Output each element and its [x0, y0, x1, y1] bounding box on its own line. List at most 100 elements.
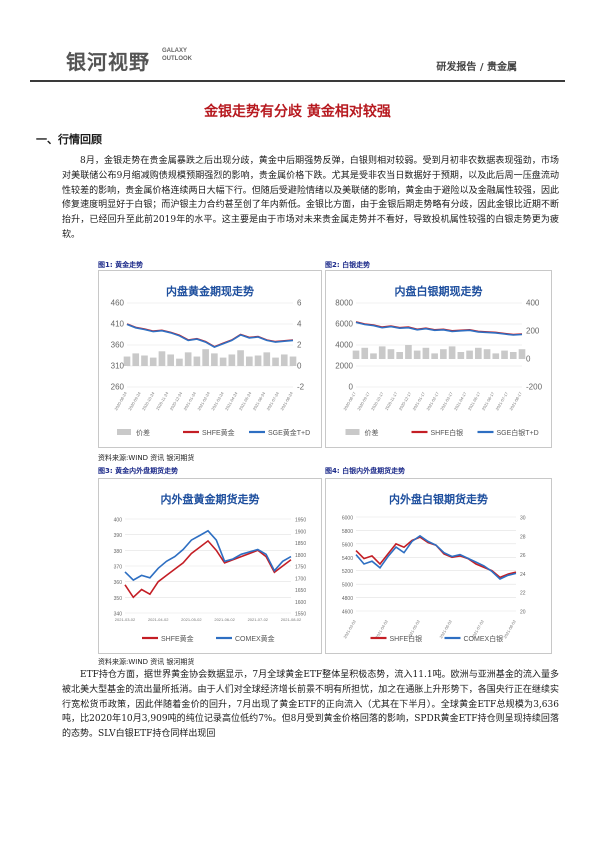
- y-left-tick-label: 350: [114, 596, 123, 602]
- y-left-tick-label: 8000: [335, 299, 353, 308]
- figure-3-label: 图3: 黄金内外盘期货走势: [98, 467, 179, 475]
- x-tick-label: 2021-02-17: [425, 390, 440, 411]
- chart-title: 内外盘黄金期货走势: [160, 493, 260, 506]
- spread-bar: [448, 346, 456, 359]
- spread-bar: [457, 352, 465, 359]
- spread-bar: [263, 352, 271, 366]
- figure-source-bottom: 资料来源:WIND 资讯 银河期货: [98, 658, 195, 666]
- y-right-tick-label: 1950: [295, 518, 306, 524]
- spread-bar: [123, 356, 131, 366]
- spread-bar: [483, 349, 491, 359]
- spread-bar: [193, 356, 201, 366]
- spread-bar: [202, 349, 209, 366]
- y-right-tick-label: -200: [526, 383, 543, 392]
- y-right-tick-label: 1850: [295, 541, 306, 547]
- spread-bar: [405, 345, 412, 359]
- chart-silver-domestic-foreign: 内外盘白银期货走势 6000 5800 5600 5400 5200 5000 4800 46…: [325, 478, 552, 654]
- y-left-tick-label: 6000: [342, 516, 353, 522]
- y-left-tick-label: 370: [114, 565, 123, 571]
- x-tick-label: 2021-08-24: [279, 390, 294, 411]
- spread-bar: [254, 355, 262, 366]
- x-tick-label: 2020-11-24: [155, 390, 170, 411]
- spread-bar: [492, 353, 500, 359]
- spread-bar: [474, 347, 482, 359]
- spread-bar: [158, 351, 166, 366]
- chart-title: 内盘白银期现走势: [394, 285, 483, 298]
- legend-label: SHFE白银: [431, 428, 464, 437]
- x-tick-label: 2021-05-17: [467, 390, 482, 411]
- x-tick-label: 2021-04-02: [148, 617, 169, 622]
- y-right-tick-label: 1900: [295, 529, 306, 535]
- y-right-tick-label: 2: [297, 341, 302, 350]
- spread-bar: [413, 350, 421, 359]
- legend-label: 价差: [136, 428, 150, 437]
- legend-label: COMEX白银: [464, 634, 504, 643]
- y-right-tick-label: 26: [520, 553, 526, 559]
- y-right-tick-label: 1650: [295, 588, 306, 594]
- x-tick-label: 2021-06-02: [438, 618, 453, 639]
- x-tick-label: 2020-12-17: [398, 390, 413, 411]
- x-tick-label: 2021-02-24: [196, 390, 211, 411]
- chart-svg: 400 390 380 370 360 350 340 1950 1900 1850 1800 175…: [114, 518, 307, 644]
- legend-label: SHFE白银: [390, 634, 423, 643]
- legend-label: 价差: [365, 428, 379, 437]
- x-tick-label: 2020-12-24: [169, 390, 184, 411]
- spread-bar: [228, 354, 236, 366]
- y-left-tick-label: 2000: [335, 362, 353, 371]
- x-tick-label: 2021-08-02: [281, 617, 302, 622]
- y-left-tick-label: 5000: [342, 583, 353, 589]
- spread-bar: [396, 352, 404, 359]
- x-tick-label: 2021-03-17: [439, 390, 454, 411]
- series-line: [126, 323, 294, 348]
- x-tick-label: 2021-05-02: [181, 617, 202, 622]
- y-right-tick-label: 24: [520, 572, 526, 578]
- x-tick-label: 2020-09-24: [127, 390, 142, 411]
- figure-1-label: 图1: 黄金走势: [98, 261, 144, 269]
- series-line: [355, 534, 517, 580]
- spread-bar: [431, 353, 438, 359]
- y-left-tick-label: 5400: [342, 556, 353, 562]
- y-right-tick-label: 0: [526, 355, 531, 364]
- spread-bar: [518, 349, 526, 359]
- chart-svg: 460 410 360 310 260 6 4 2 0 -2 2020-08-24 2020-09-2…: [111, 299, 311, 438]
- x-tick-label: 2021-07-24: [265, 390, 280, 411]
- y-left-tick-label: 5800: [342, 529, 353, 535]
- x-tick-label: 2021-08-17: [508, 390, 523, 411]
- x-tick-label: 2021-06-24: [252, 390, 267, 411]
- x-tick-label: 2021-01-17: [411, 390, 426, 411]
- series-line: [124, 539, 292, 599]
- figure-2-label: 图2: 白银走势: [325, 261, 371, 269]
- y-right-tick-label: 200: [526, 327, 540, 336]
- x-tick-label: 2021-03-24: [210, 390, 225, 411]
- logo-english-line2: OUTLOOK: [162, 56, 192, 62]
- y-left-tick-label: 4800: [342, 596, 353, 602]
- spread-bar: [289, 356, 297, 366]
- y-left-tick-label: 360: [114, 580, 123, 586]
- spread-bar: [509, 352, 517, 359]
- y-left-tick-label: 360: [111, 341, 125, 350]
- x-tick-label: 2020-11-17: [384, 390, 399, 411]
- figure-4-label: 图4: 白银内外盘期货走势: [325, 467, 406, 475]
- y-left-tick-label: 380: [114, 549, 123, 555]
- spread-bar: [352, 350, 360, 359]
- section-tag: 研发报告 / 贵金属: [436, 62, 517, 73]
- y-right-tick-label: 28: [520, 534, 526, 540]
- spread-bar: [211, 353, 218, 366]
- x-tick-label: 2021-08-02: [502, 618, 517, 639]
- spread-bar: [141, 355, 148, 366]
- x-tick-label: 2021-01-24: [182, 390, 197, 411]
- x-tick-label: 2021-04-02: [374, 618, 389, 639]
- y-right-tick-label: -2: [297, 383, 305, 392]
- y-left-tick-label: 0: [349, 383, 354, 392]
- spread-bar: [422, 347, 430, 359]
- series-line: [124, 529, 292, 582]
- x-tick-label: 2021-03-02: [342, 618, 357, 639]
- spread-bar: [378, 346, 386, 359]
- x-tick-label: 2021-04-24: [224, 390, 239, 411]
- legend-label: SHFE黄金: [161, 634, 194, 643]
- spread-bar: [466, 350, 473, 359]
- logo-english-line1: GALAXY: [162, 48, 188, 54]
- paragraph-etf-holdings: ETF持仓方面，据世界黄金协会数据显示，7月全球黄金ETF整体呈积极态势，流入1…: [62, 670, 559, 740]
- y-right-tick-label: 20: [520, 610, 526, 616]
